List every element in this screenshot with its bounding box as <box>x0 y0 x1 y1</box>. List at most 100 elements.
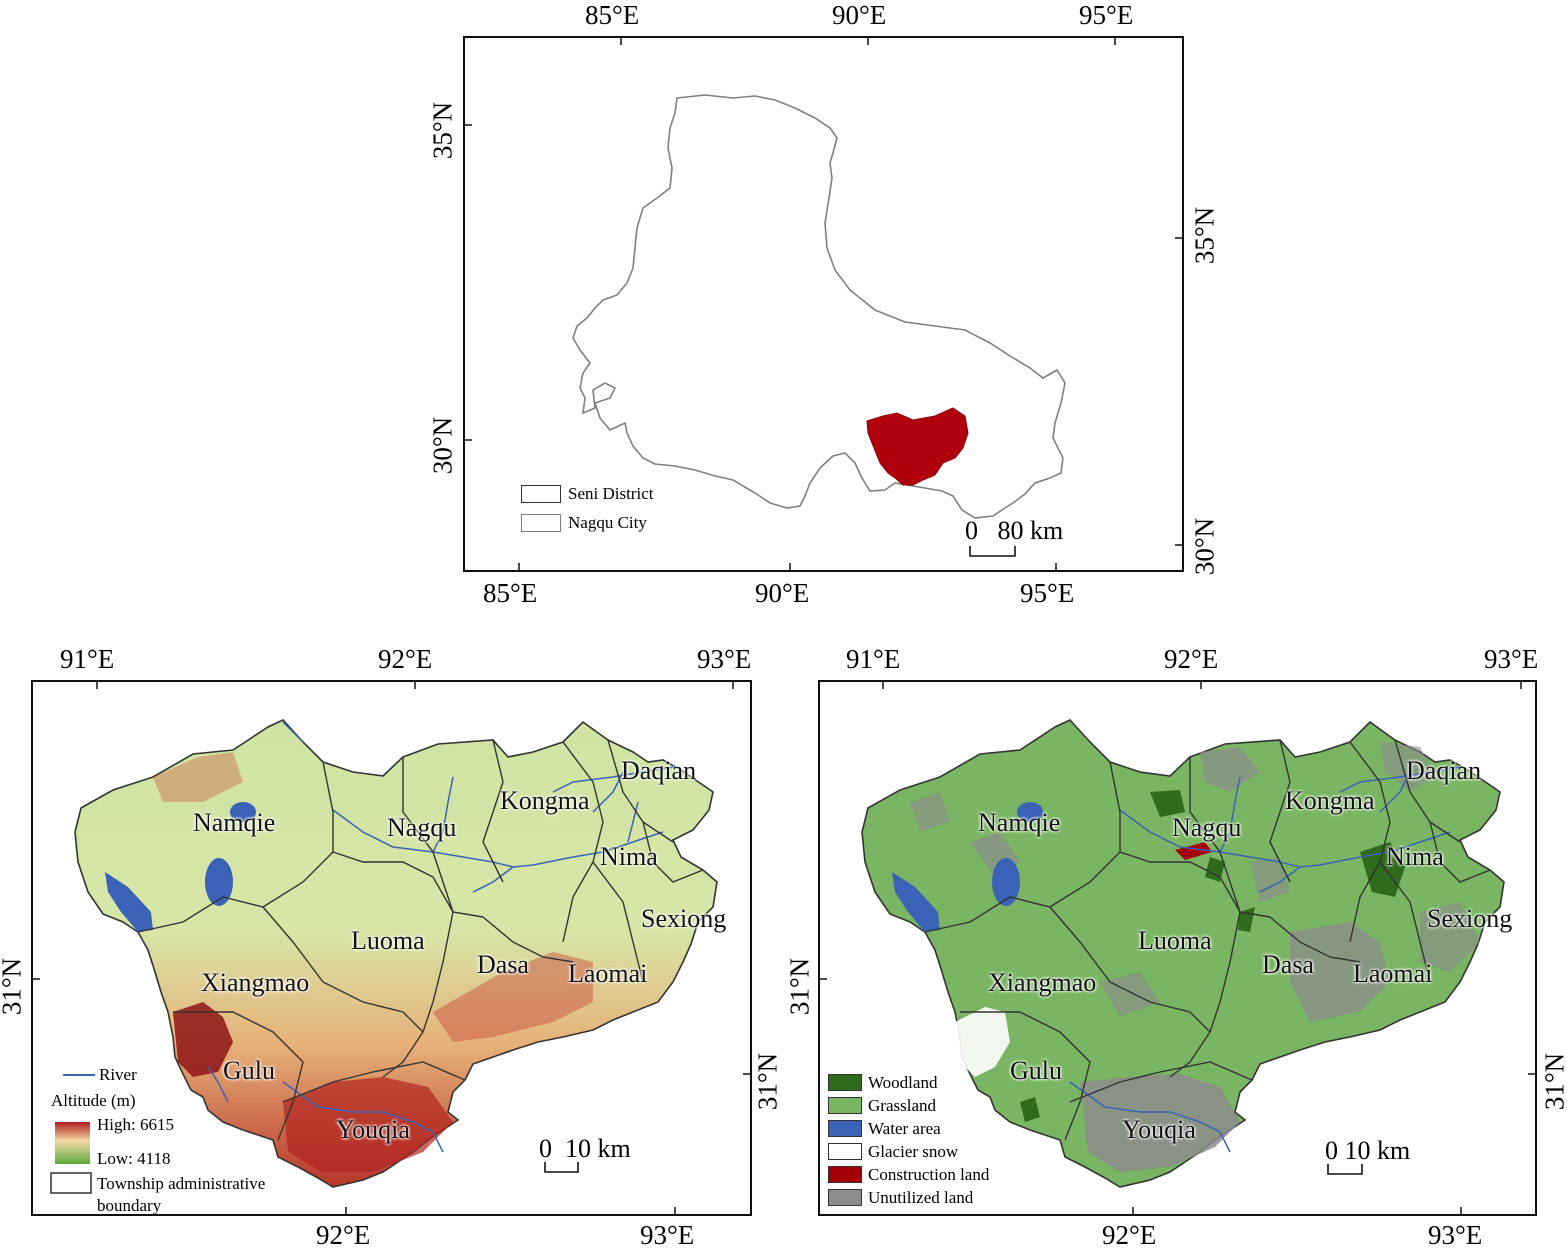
township-boundaries-lu <box>924 739 1491 1141</box>
legend-seni-label: Seni District <box>568 484 654 503</box>
town-nagqu: Nagqu <box>387 813 457 842</box>
legend-construction-land: Construction land <box>868 1165 990 1184</box>
top-map-right-tick-30: 30°N <box>1189 517 1220 576</box>
land-use-top-tick-91: 91°E <box>846 644 901 674</box>
woodland-swatch <box>828 1074 862 1091</box>
big-lake-lu <box>992 858 1020 906</box>
high-altitude-gulu <box>173 1002 233 1077</box>
lu-town-luoma: Luoma <box>1138 926 1212 955</box>
lu-town-namqie: Namqie <box>978 808 1061 837</box>
town-youqia: Youqia <box>336 1115 410 1144</box>
seni-district-area <box>866 407 969 486</box>
legend-boundary-label-1: Township administrative <box>97 1174 266 1193</box>
township-boundaries <box>137 739 704 1141</box>
glacier-snow-swatch <box>828 1143 862 1160</box>
top-map-right-tick-35: 35°N <box>1189 206 1220 265</box>
altitude-top-tick-92: 92°E <box>378 644 433 674</box>
top-scale-text: 0 80 km <box>965 516 1064 545</box>
seni-district-altitude-shape <box>74 719 718 1188</box>
nagqu-city-outline-svg <box>572 94 1066 519</box>
high-altitude-south <box>433 952 593 1042</box>
legend-river-label: River <box>99 1065 137 1084</box>
altitude-map-svg <box>50 719 718 1194</box>
town-dasa: Dasa <box>477 950 529 979</box>
water-area-swatch <box>828 1120 862 1137</box>
town-kongma: Kongma <box>500 786 590 815</box>
land-use-scale-text: 0 10 km <box>1325 1136 1411 1165</box>
west-lake <box>105 872 153 932</box>
top-map-bottom-tick-95: 95°E <box>1020 578 1075 608</box>
nagqu-overview-map: Seni District Nagqu City 0 80 km <box>463 36 1184 572</box>
town-nima: Nima <box>600 842 658 871</box>
legend-water-area: Water area <box>868 1119 941 1138</box>
legend-woodland: Woodland <box>868 1073 938 1092</box>
altitude-map: Namqie Nagqu Kongma Daqian Nima Sexiong … <box>31 680 752 1216</box>
lu-town-laomai: Laomai <box>1353 959 1433 988</box>
lu-town-dasa: Dasa <box>1262 950 1314 979</box>
top-map-top-tick-90: 90°E <box>832 0 887 30</box>
lu-town-nima: Nima <box>1386 842 1444 871</box>
seni-district-grassland-shape <box>861 719 1505 1188</box>
legend-altitude-title: Altitude (m) <box>51 1091 136 1110</box>
legend-high-label: High: 6615 <box>97 1115 174 1134</box>
glacier-snow-area <box>955 1007 1010 1077</box>
land-use-scale-bar <box>1327 1164 1363 1175</box>
legend-grassland: Grassland <box>868 1096 936 1115</box>
namqie-lake <box>230 802 256 822</box>
construction-land-patch <box>1175 842 1212 860</box>
land-use-map: Namqie Nagqu Kongma Daqian Nima Sexiong … <box>818 680 1537 1216</box>
top-scale-bar <box>969 546 1016 557</box>
altitude-left-tick-31: 31°N <box>0 957 27 1016</box>
land-use-right-tick-31: 31°N <box>1539 1052 1567 1111</box>
river-network-lu <box>1069 766 1461 1153</box>
top-map-top-tick-95: 95°E <box>1079 0 1134 30</box>
legend-unutilized-land: Unutilized land <box>868 1188 974 1207</box>
boundary-legend-box <box>50 1172 92 1194</box>
top-map-left-tick-30: 30°N <box>427 416 458 475</box>
altitude-bottom-tick-92: 92°E <box>316 1220 371 1250</box>
altitude-scale-bar <box>544 1162 579 1173</box>
town-sexiong: Sexiong <box>641 904 727 933</box>
seni-district-swatch <box>521 485 561 503</box>
altitude-top-tick-93: 93°E <box>697 644 752 674</box>
altitude-legend-ramp <box>55 1122 90 1164</box>
namqie-lake-lu <box>1017 802 1043 822</box>
land-use-top-tick-93: 93°E <box>1484 644 1539 674</box>
legend-boundary-label-2: boundary <box>97 1196 162 1215</box>
top-map-bottom-tick-85: 85°E <box>483 578 538 608</box>
unutilized-land-swatch <box>828 1189 862 1206</box>
town-gulu: Gulu <box>223 1056 275 1085</box>
legend-low-label: Low: 4118 <box>97 1149 171 1168</box>
land-use-bottom-tick-92: 92°E <box>1102 1220 1157 1250</box>
construction-land-swatch <box>828 1166 862 1183</box>
altitude-scale-text: 0 10 km <box>539 1134 631 1163</box>
altitude-top-tick-91: 91°E <box>60 644 115 674</box>
land-use-map-svg <box>861 719 1505 1188</box>
nagqu-city-swatch <box>521 514 561 532</box>
town-laomai: Laomai <box>568 959 648 988</box>
grassland-swatch <box>828 1097 862 1114</box>
lu-town-kongma: Kongma <box>1285 786 1375 815</box>
altitude-bottom-tick-93: 93°E <box>640 1220 695 1250</box>
river-network <box>207 721 674 1153</box>
top-map-left-tick-35: 35°N <box>427 101 458 160</box>
land-use-top-tick-92: 92°E <box>1164 644 1219 674</box>
town-daqian: Daqian <box>621 756 697 785</box>
high-altitude-youqia <box>283 1077 453 1172</box>
high-altitude-north <box>153 752 243 802</box>
lu-town-gulu: Gulu <box>1010 1056 1062 1085</box>
town-luoma: Luoma <box>351 926 425 955</box>
town-xiangmao: Xiangmao <box>201 968 310 997</box>
land-use-left-tick-31: 31°N <box>784 957 815 1016</box>
lu-town-nagqu: Nagqu <box>1172 813 1242 842</box>
nagqu-city-boundary <box>572 94 1066 519</box>
unutilized-land-patches <box>910 742 1480 1172</box>
land-use-bottom-tick-93: 93°E <box>1428 1220 1483 1250</box>
altitude-right-tick-31: 31°N <box>752 1052 783 1111</box>
legend-nagqu-label: Nagqu City <box>568 513 647 532</box>
lu-town-xiangmao: Xiangmao <box>988 968 1097 997</box>
legend-glacier-snow: Glacier snow <box>868 1142 959 1161</box>
top-map-bottom-tick-90: 90°E <box>755 578 810 608</box>
big-lake <box>205 858 233 906</box>
town-namqie: Namqie <box>193 808 276 837</box>
